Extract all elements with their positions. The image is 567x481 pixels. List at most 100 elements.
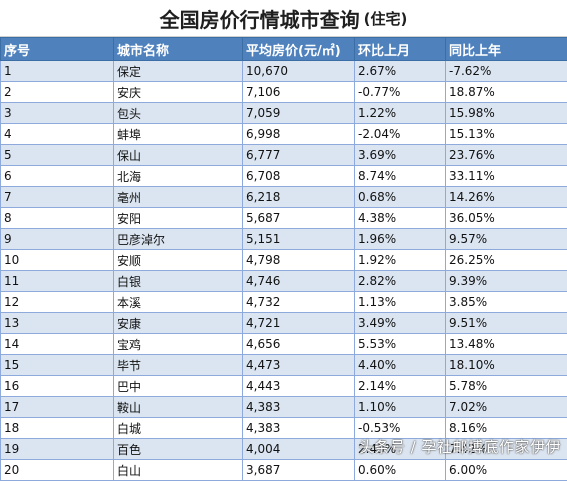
col-header-mom: 环比上月 — [355, 38, 446, 61]
cell-city: 白城 — [114, 418, 243, 439]
cell-index: 18 — [1, 418, 114, 439]
cell-city: 本溪 — [114, 292, 243, 313]
cell-city: 巴彦淖尔 — [114, 229, 243, 250]
cell-city: 蚌埠 — [114, 124, 243, 145]
cell-index: 15 — [1, 355, 114, 376]
cell-mom: 1.13% — [355, 292, 446, 313]
cell-yoy: 18.87% — [446, 82, 567, 103]
cell-index: 3 — [1, 103, 114, 124]
cell-index: 4 — [1, 124, 114, 145]
cell-yoy: 13.48% — [446, 334, 567, 355]
cell-price: 4,732 — [243, 292, 355, 313]
cell-yoy: 14.26% — [446, 187, 567, 208]
cell-price: 7,106 — [243, 82, 355, 103]
cell-index: 2 — [1, 82, 114, 103]
cell-yoy: 23.76% — [446, 145, 567, 166]
cell-price: 4,798 — [243, 250, 355, 271]
cell-yoy: 3.85% — [446, 292, 567, 313]
cell-price: 6,218 — [243, 187, 355, 208]
cell-city: 百色 — [114, 439, 243, 460]
cell-yoy: 9.39% — [446, 271, 567, 292]
cell-price: 4,656 — [243, 334, 355, 355]
cell-price: 4,004 — [243, 439, 355, 460]
cell-price: 4,443 — [243, 376, 355, 397]
cell-yoy: 15.98% — [446, 103, 567, 124]
cell-mom: 1.10% — [355, 397, 446, 418]
cell-city: 白山 — [114, 460, 243, 481]
cell-city: 白银 — [114, 271, 243, 292]
cell-yoy: 18.10% — [446, 355, 567, 376]
cell-mom: 2.14% — [355, 376, 446, 397]
cell-index: 9 — [1, 229, 114, 250]
cell-mom: 4.40% — [355, 355, 446, 376]
cell-city: 安康 — [114, 313, 243, 334]
cell-city: 巴中 — [114, 376, 243, 397]
cell-city: 毕节 — [114, 355, 243, 376]
cell-index: 7 — [1, 187, 114, 208]
cell-mom: 4.38% — [355, 208, 446, 229]
cell-mom: 1.92% — [355, 250, 446, 271]
cell-city: 保定 — [114, 61, 243, 82]
cell-city: 安庆 — [114, 82, 243, 103]
cell-mom: -0.77% — [355, 82, 446, 103]
cell-index: 11 — [1, 271, 114, 292]
col-header-yoy: 同比上年 — [446, 38, 567, 61]
cell-index: 5 — [1, 145, 114, 166]
cell-price: 5,151 — [243, 229, 355, 250]
cell-yoy: 15.13% — [446, 124, 567, 145]
cell-price: 6,998 — [243, 124, 355, 145]
cell-yoy: 6.00% — [446, 460, 567, 481]
cell-index: 17 — [1, 397, 114, 418]
cell-yoy: 9.57% — [446, 229, 567, 250]
col-header-city: 城市名称 — [114, 38, 243, 61]
cell-city: 亳州 — [114, 187, 243, 208]
cell-mom: 0.68% — [355, 187, 446, 208]
cell-city: 宝鸡 — [114, 334, 243, 355]
cell-yoy: 36.05% — [446, 208, 567, 229]
cell-price: 4,383 — [243, 397, 355, 418]
cell-yoy: 33.11% — [446, 166, 567, 187]
cell-price: 10,670 — [243, 61, 355, 82]
cell-index: 16 — [1, 376, 114, 397]
cell-city: 北海 — [114, 166, 243, 187]
cell-price: 7,059 — [243, 103, 355, 124]
cell-city: 安顺 — [114, 250, 243, 271]
cell-mom: 3.69% — [355, 145, 446, 166]
cell-mom: 1.22% — [355, 103, 446, 124]
cell-yoy: 7.02% — [446, 397, 567, 418]
cell-city: 包头 — [114, 103, 243, 124]
cell-city: 鞍山 — [114, 397, 243, 418]
watermark: 头条号 / 孕社邮搏底作家伊伊 — [359, 436, 561, 457]
cell-yoy: 9.51% — [446, 313, 567, 334]
cell-price: 6,777 — [243, 145, 355, 166]
cell-city: 保山 — [114, 145, 243, 166]
cell-index: 13 — [1, 313, 114, 334]
cell-price: 4,473 — [243, 355, 355, 376]
cell-mom: 0.60% — [355, 460, 446, 481]
cell-mom: 5.53% — [355, 334, 446, 355]
cell-index: 6 — [1, 166, 114, 187]
cell-mom: 2.82% — [355, 271, 446, 292]
header-row: 序号 城市名称 平均房价(元/㎡) 环比上月 同比上年 — [1, 38, 567, 61]
cell-index: 19 — [1, 439, 114, 460]
title-main: 全国房价行情城市查询 — [160, 4, 360, 33]
cell-mom: 1.96% — [355, 229, 446, 250]
cell-index: 8 — [1, 208, 114, 229]
